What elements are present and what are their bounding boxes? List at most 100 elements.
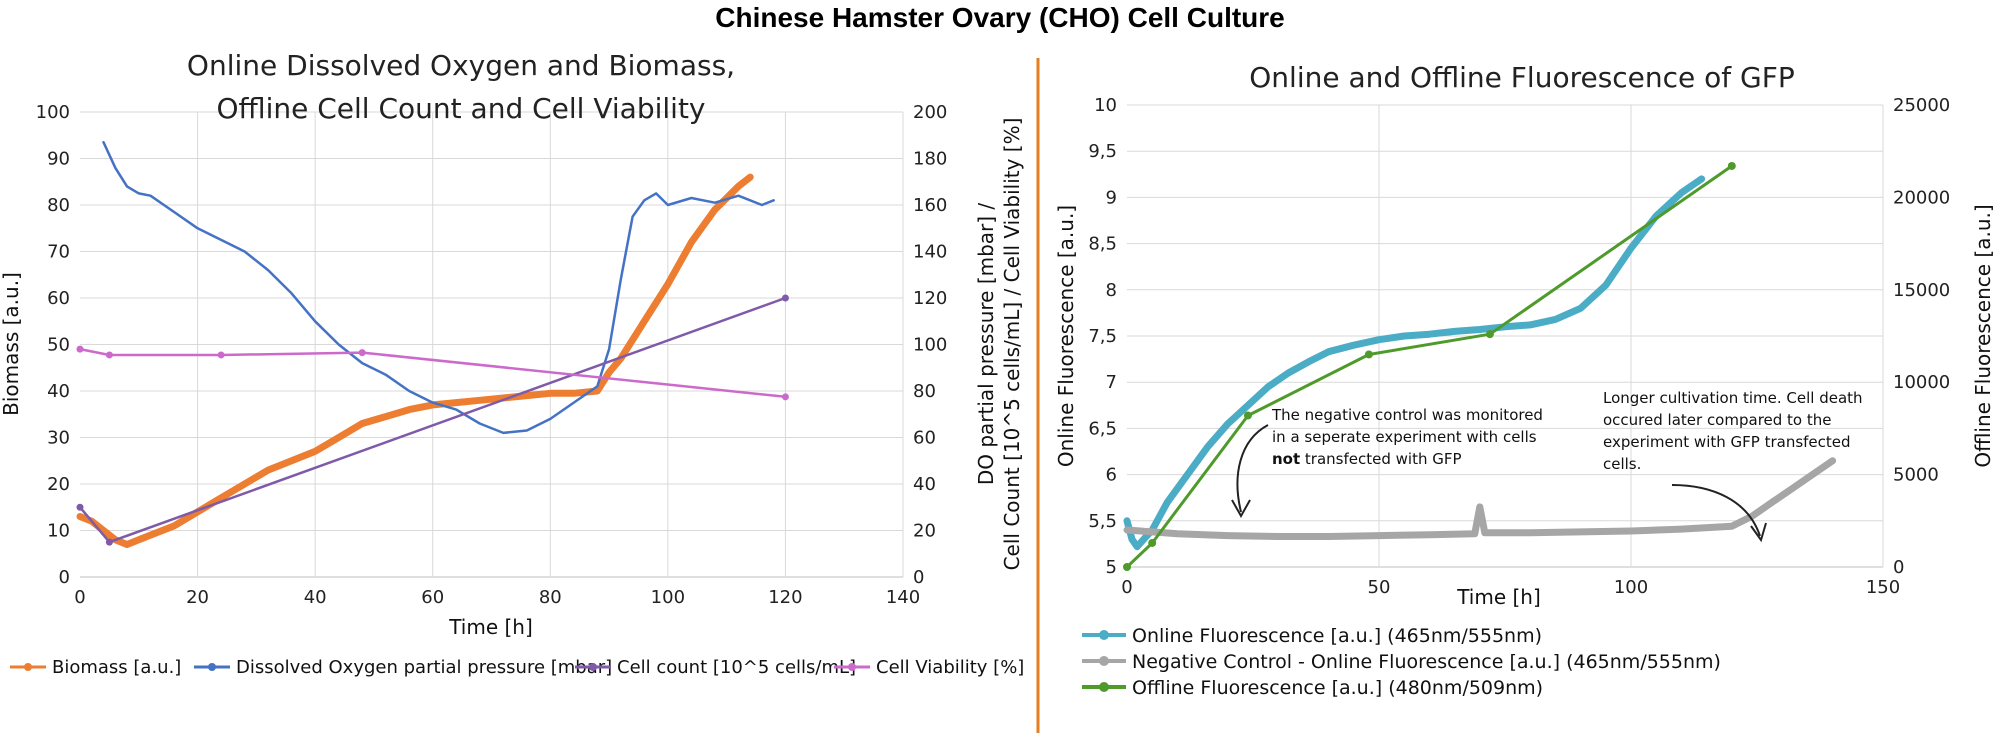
data-point xyxy=(1148,538,1157,547)
y2-tick-label: 120 xyxy=(913,288,947,309)
data-point xyxy=(105,351,113,359)
y-tick-label: 9,5 xyxy=(1088,141,1117,162)
y2-tick-label: 180 xyxy=(913,149,947,170)
chart-title-line: Offline Cell Count and Cell Viability xyxy=(216,92,705,125)
legend-label: Offline Fluorescence [a.u.] (480nm/509nm… xyxy=(1132,677,1543,699)
y2-axis-label: Offline Fluorescence [a.u.] xyxy=(1971,204,1995,467)
data-point xyxy=(1727,161,1736,170)
y-tick-label: 8 xyxy=(1106,280,1117,301)
y2-tick-label: 60 xyxy=(913,428,936,449)
y-tick-label: 6,5 xyxy=(1088,418,1117,439)
y-tick-label: 7 xyxy=(1106,372,1117,393)
legend-marker xyxy=(208,663,216,671)
legend-label: Online Fluorescence [a.u.] (465nm/555nm) xyxy=(1132,625,1542,647)
legend-item: Cell count [10^5 cells/mL] xyxy=(575,657,856,678)
annotation-text-span: Longer cultivation time. Cell death xyxy=(1603,389,1863,407)
data-point xyxy=(76,503,84,511)
y-axis-label: Biomass [a.u.] xyxy=(0,272,23,416)
legend-item: Negative Control - Online Fluorescence [… xyxy=(1082,651,1721,673)
legend-marker xyxy=(24,663,32,671)
y2-tick-label: 80 xyxy=(913,381,936,402)
data-point xyxy=(1123,563,1131,571)
series-2 xyxy=(102,140,775,435)
data-point xyxy=(217,351,225,359)
y-tick-label: 0 xyxy=(59,567,70,588)
data-point xyxy=(1364,350,1373,359)
y-tick-label: 10 xyxy=(47,521,70,542)
series-1 xyxy=(76,173,754,548)
x-tick-label: 100 xyxy=(1614,577,1648,598)
legend-label: Dissolved Oxygen partial pressure [mbar] xyxy=(236,657,612,678)
y-axis-label: Online Fluorescence [a.u.] xyxy=(1054,205,1078,467)
y-tick-label: 100 xyxy=(36,102,70,123)
x-tick-label: 80 xyxy=(539,587,562,608)
y2-tick-label: 10000 xyxy=(1893,372,1950,393)
x-tick-label: 60 xyxy=(421,587,444,608)
annotation-text: The negative control was monitored in a s… xyxy=(1271,406,1543,468)
chart-title: Online and Offline Fluorescence of GFP xyxy=(1249,61,1795,94)
x-axis-label: Time [h] xyxy=(448,615,533,639)
annotation-text: Longer cultivation time. Cell death occur… xyxy=(1603,389,1863,473)
annotation-text-span: The negative control was monitored xyxy=(1271,406,1543,424)
y2-tick-label: 0 xyxy=(913,567,924,588)
x-tick-label: 100 xyxy=(651,587,685,608)
series-1 xyxy=(1123,175,1706,551)
y2-tick-label: 0 xyxy=(1893,557,1904,578)
series-line xyxy=(1123,457,1837,540)
figure-title: Chinese Hamster Ovary (CHO) Cell Culture xyxy=(715,2,1285,33)
y2-tick-label: 160 xyxy=(913,195,947,216)
x-tick-label: 50 xyxy=(1368,577,1391,598)
legend-marker xyxy=(589,663,597,671)
y2-axis-label: DO partial pressure [mbar] / xyxy=(974,203,998,486)
annotation-arrow xyxy=(1671,484,1761,537)
y2-tick-label: 40 xyxy=(913,474,936,495)
series-3 xyxy=(76,294,789,546)
legend-marker xyxy=(1099,682,1109,692)
data-point xyxy=(76,345,84,353)
legend-label: Cell count [10^5 cells/mL] xyxy=(617,657,856,678)
y2-tick-label: 25000 xyxy=(1893,95,1950,116)
legend-item: Biomass [a.u.] xyxy=(10,657,181,678)
legend-label: Negative Control - Online Fluorescence [… xyxy=(1132,651,1721,673)
series-3 xyxy=(1123,161,1736,571)
y2-tick-label: 140 xyxy=(913,242,947,263)
left-chart-panel: 0 10 20 30 40 50 60 70 80 90 100 0 20 40 60 80 100 120 140… xyxy=(0,49,1024,678)
data-point xyxy=(781,393,789,401)
y-tick-label: 50 xyxy=(47,335,70,356)
annotation-text-span: in a seperate experiment with cells xyxy=(1272,428,1537,446)
x-tick-label: 0 xyxy=(1121,577,1132,598)
x-axis-label: Time [h] xyxy=(1456,585,1541,609)
legend-marker xyxy=(1099,630,1109,640)
y2-tick-label: 20 xyxy=(913,521,936,542)
y2-tick-label: 20000 xyxy=(1893,187,1950,208)
y-tick-label: 60 xyxy=(47,288,70,309)
annotation-text-span: cells. xyxy=(1603,455,1641,473)
annotation-arrowhead xyxy=(1750,522,1767,543)
y-tick-label: 30 xyxy=(47,428,70,449)
series-line xyxy=(1125,164,1734,569)
y-tick-label: 40 xyxy=(47,381,70,402)
y-tick-label: 5 xyxy=(1106,557,1117,578)
annotation-text-span: not xyxy=(1272,450,1300,468)
y-tick-label: 8,5 xyxy=(1088,234,1117,255)
annotation-text-span: experiment with GFP transfected xyxy=(1603,433,1851,451)
y-tick-label: 10 xyxy=(1094,95,1117,116)
annotation-arrow xyxy=(1236,424,1269,513)
y-tick-label: 9 xyxy=(1106,187,1117,208)
x-tick-label: 0 xyxy=(74,587,85,608)
legend-item: Offline Fluorescence [a.u.] (480nm/509nm… xyxy=(1082,677,1543,699)
y-tick-label: 90 xyxy=(47,149,70,170)
x-tick-label: 150 xyxy=(1866,577,1900,598)
y2-axis-label: Cell Count [10^5 cells/mL] / Cell Viabil… xyxy=(1000,118,1024,571)
legend-marker xyxy=(848,663,856,671)
y2-tick-label: 5000 xyxy=(1893,465,1939,486)
y-tick-label: 80 xyxy=(47,195,70,216)
y2-tick-label: 100 xyxy=(913,335,947,356)
data-point xyxy=(105,538,113,546)
series-4 xyxy=(76,345,789,401)
data-point xyxy=(1485,330,1494,339)
series-2 xyxy=(1123,457,1837,540)
x-tick-label: 140 xyxy=(886,587,920,608)
